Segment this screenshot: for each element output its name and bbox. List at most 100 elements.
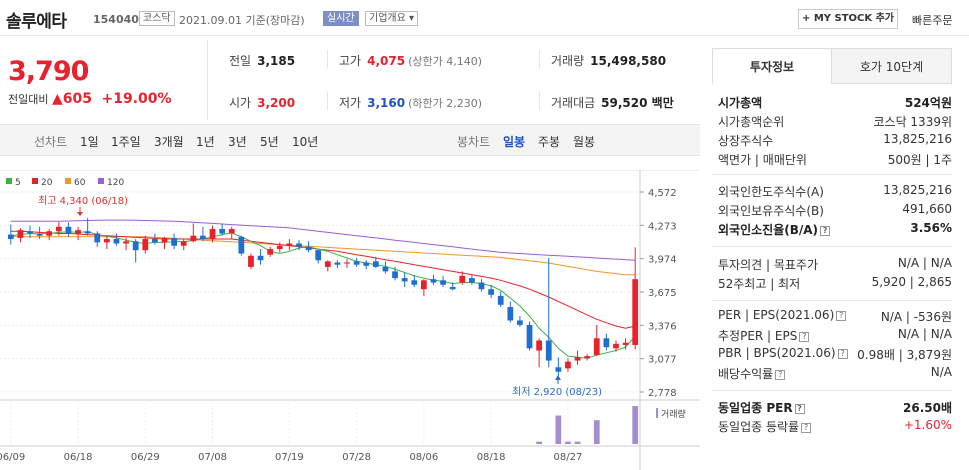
legend-swatch-ma5 bbox=[6, 178, 12, 184]
foreign-hold-row: 외국인보유주식수(B) 491,660 bbox=[718, 202, 952, 218]
y-tick-label: 3,974 bbox=[648, 255, 677, 266]
help-icon[interactable]: ? bbox=[801, 423, 812, 433]
stock-code: 154040 bbox=[93, 13, 139, 26]
candlestick-chart-svg[interactable]: 4,572 4,273 3,974 3,675 3,376 3,077 2,778 06/09… bbox=[0, 169, 700, 470]
candle-body bbox=[584, 356, 591, 359]
industry-rate-row: 동일업종 등락률? +1.60% bbox=[718, 418, 952, 434]
legend-label-ma120: 120 bbox=[107, 178, 124, 188]
candle-body bbox=[286, 243, 293, 246]
candle-body bbox=[517, 320, 523, 325]
volume-bar bbox=[574, 441, 581, 444]
add-my-stock-button[interactable]: + MY STOCK 추가 bbox=[798, 9, 898, 29]
x-tick-label: 07/19 bbox=[275, 452, 304, 463]
candle-body bbox=[267, 249, 274, 255]
market-tag: 코스닥 bbox=[139, 11, 175, 26]
period-3y[interactable]: 3년 bbox=[228, 135, 247, 149]
candle-body bbox=[65, 226, 72, 234]
candle-body bbox=[459, 275, 466, 283]
high-annotation: 최고 4,340 (06/18) bbox=[38, 195, 128, 207]
candle-body bbox=[507, 307, 514, 321]
candle-body bbox=[75, 230, 81, 234]
candle-body bbox=[152, 239, 158, 243]
legend-swatch-ma120 bbox=[98, 178, 104, 184]
help-icon[interactable]: ? bbox=[836, 311, 847, 321]
candle-body bbox=[200, 235, 206, 240]
investment-info-panel: 투자정보 호가 10단계 시가총액 524억원 시가총액순위 코스닥 1339위 상… bbox=[712, 48, 952, 470]
tab-order-book[interactable]: 호가 10단계 bbox=[831, 48, 952, 84]
candle-body bbox=[411, 280, 418, 285]
industry-per-row: 동일업종 PER? 26.50배 bbox=[718, 401, 952, 415]
candle-body bbox=[449, 286, 456, 290]
candle-body bbox=[228, 229, 235, 234]
tab-investment-info[interactable]: 투자정보 bbox=[712, 48, 832, 84]
legend-label-ma5: 5 bbox=[15, 178, 21, 188]
period-10y[interactable]: 10년 bbox=[292, 135, 319, 149]
candle-body bbox=[632, 279, 639, 345]
shares-row: 상장주식수 13,825,216 bbox=[718, 132, 952, 148]
current-price: 3,790 bbox=[8, 56, 89, 87]
x-tick-label: 07/28 bbox=[342, 452, 371, 463]
candle-body bbox=[17, 230, 24, 238]
candle-body bbox=[603, 338, 610, 348]
quick-order-link[interactable]: 빠른주문 bbox=[912, 14, 953, 27]
candle-body bbox=[353, 261, 360, 265]
candle-weekly[interactable]: 주봉 bbox=[538, 135, 561, 149]
candle-monthly[interactable]: 월봉 bbox=[573, 135, 596, 149]
candle-body bbox=[363, 262, 370, 266]
price-change: 전일대비 ▲605 +19.00% bbox=[8, 91, 172, 107]
help-icon[interactable]: ? bbox=[820, 226, 831, 236]
candle-body bbox=[401, 278, 408, 282]
candle-body bbox=[55, 226, 62, 232]
trade-amount: 거래대금 59,520 백만 bbox=[551, 96, 674, 110]
par-row: 액면가 | 매매단위 500원 | 1주 bbox=[718, 153, 952, 167]
series-ma5 bbox=[10, 231, 636, 359]
stock-header: 솔루에타 154040 코스닥 2021.09.01 기준(장마감) 실시간 기… bbox=[0, 0, 969, 36]
candle-body bbox=[190, 235, 197, 242]
volume-bar bbox=[555, 415, 562, 444]
period-3m[interactable]: 3개월 bbox=[154, 135, 184, 149]
candle-body bbox=[622, 342, 629, 345]
candle-daily[interactable]: 일봉 bbox=[503, 135, 526, 149]
high-price: 고가 4,075 (상한가 4,140) bbox=[339, 54, 482, 68]
period-5y[interactable]: 5년 bbox=[260, 135, 279, 149]
period-1y[interactable]: 1년 bbox=[196, 135, 215, 149]
company-overview-dropdown[interactable]: 기업개요 ▾ bbox=[365, 11, 418, 26]
candle-body bbox=[545, 340, 552, 361]
help-icon[interactable]: ? bbox=[799, 332, 810, 342]
candle-body bbox=[382, 266, 389, 272]
y-tick-label: 3,077 bbox=[648, 355, 677, 366]
candle-body bbox=[478, 282, 485, 290]
volume: 거래량 15,498,580 bbox=[551, 54, 667, 68]
candle-body bbox=[536, 340, 543, 351]
x-tick-label: 06/09 bbox=[0, 452, 25, 463]
y-tick-label: 3,675 bbox=[648, 288, 677, 299]
realtime-button[interactable]: 실시간 bbox=[323, 11, 359, 26]
help-icon[interactable]: ? bbox=[775, 370, 786, 380]
high-arrow-head bbox=[77, 212, 83, 216]
x-tick-label: 07/08 bbox=[198, 452, 227, 463]
low-arrow-head bbox=[555, 375, 561, 380]
candle-body bbox=[430, 279, 437, 283]
candle-body bbox=[180, 241, 187, 246]
help-icon[interactable]: ? bbox=[794, 404, 805, 414]
change-percent: +19.00% bbox=[101, 91, 172, 107]
y-tick-label: 3,376 bbox=[648, 321, 677, 332]
candle-body bbox=[497, 295, 504, 305]
help-icon[interactable]: ? bbox=[837, 349, 848, 359]
y-tick-label: 4,273 bbox=[648, 221, 677, 232]
line-chart-label: 선차트 bbox=[34, 135, 68, 149]
x-tick-label: 06/18 bbox=[64, 452, 93, 463]
stock-chart[interactable]: 4,572 4,273 3,974 3,675 3,376 3,077 2,778 06/09… bbox=[0, 169, 700, 470]
candle-body bbox=[132, 241, 139, 251]
low-annotation: 최저 2,920 (08/23) bbox=[512, 386, 602, 398]
candle-body bbox=[103, 239, 110, 243]
volume-legend-swatch bbox=[656, 408, 658, 418]
period-1d[interactable]: 1일 bbox=[80, 135, 99, 149]
candle-body bbox=[344, 262, 350, 264]
candle-body bbox=[161, 237, 168, 243]
candle-body bbox=[7, 234, 14, 240]
foreign-ratio-row: 외국인소진율(B/A)? 3.56% bbox=[718, 221, 952, 237]
period-1w[interactable]: 1주일 bbox=[111, 135, 141, 149]
candle-body bbox=[296, 243, 302, 247]
candle-body bbox=[84, 231, 91, 234]
